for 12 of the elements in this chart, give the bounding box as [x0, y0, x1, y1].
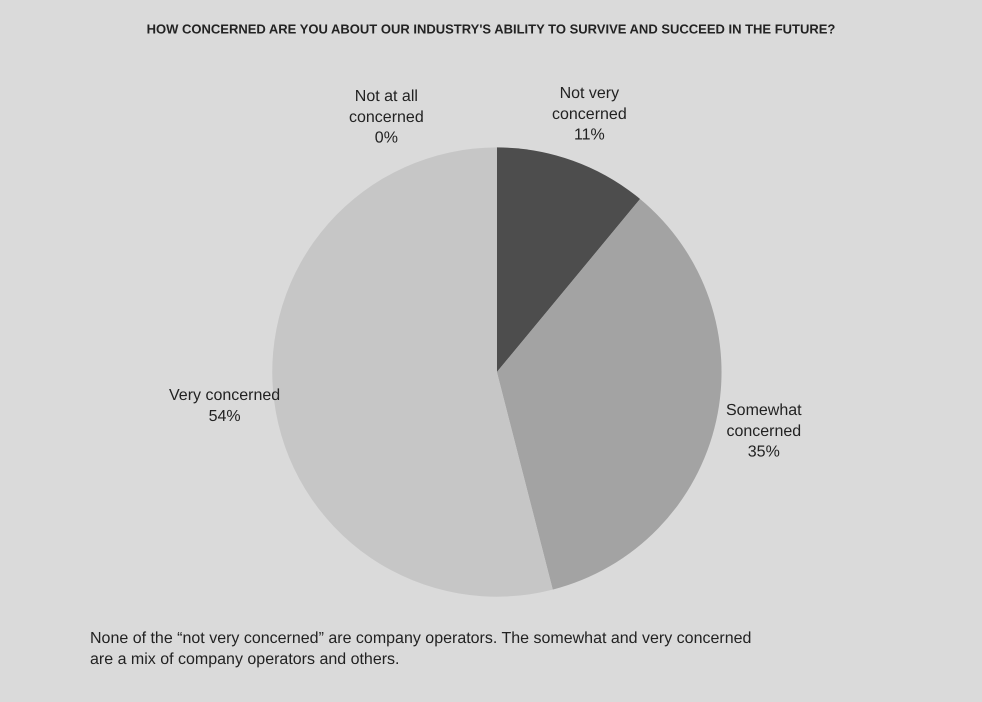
- slice-label: Somewhat concerned: [726, 402, 802, 440]
- data-label: 11%: [574, 126, 605, 144]
- chart-title: HOW CONCERNED ARE YOU ABOUT OUR INDUSTRY'S ABILITY TO SURVIVE AND SUCCEED IN THE FUTURE?: [146, 22, 836, 37]
- slice-label: Not very concerned: [552, 85, 627, 123]
- data-label: 54%: [208, 408, 241, 425]
- text: 0%: [374, 130, 398, 147]
- category-label: Not at all concerned: [349, 88, 424, 126]
- pie-slice: [496, 147, 640, 372]
- text: None of the “not very concerned” are company operators. The somewhat and very concerned are a mix of company operators and others.: [90, 630, 752, 668]
- slice-label: Very concerned: [169, 387, 280, 404]
- data-label: 35%: [748, 444, 780, 461]
- pie-slice: [496, 198, 722, 590]
